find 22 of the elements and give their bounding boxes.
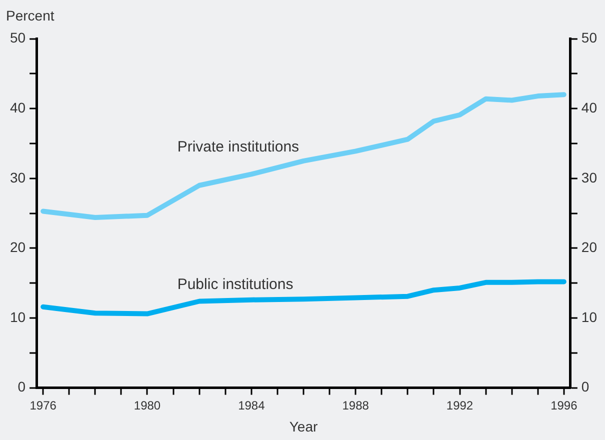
y-axis-title: Percent (6, 7, 54, 24)
y2-tick-label: 20 (581, 239, 598, 256)
x-tick-label: 1984 (238, 398, 266, 412)
x-tick-label: 1988 (342, 398, 370, 412)
x-axis-title: Year (289, 418, 318, 434)
x-tick-label: 1992 (446, 398, 474, 412)
y-tick-label: 20 (10, 239, 26, 256)
y2-tick-label: 40 (581, 99, 598, 116)
y2-tick-label: 10 (581, 308, 598, 325)
series-label: Private institutions (177, 138, 300, 156)
x-tick-label: 1980 (134, 398, 161, 412)
y2-tick-label: 50 (581, 30, 598, 46)
y-tick-label: 50 (10, 30, 26, 46)
y2-tick-label: 30 (581, 169, 598, 186)
series-label: Public institutions (177, 276, 294, 293)
y-tick-label: 30 (10, 169, 26, 186)
y-tick-label: 10 (10, 308, 26, 325)
x-tick-label: 1996 (550, 398, 578, 412)
y-tick-label: 0 (18, 378, 26, 395)
y-tick-label: 40 (10, 99, 26, 116)
x-tick-label: 1976 (30, 398, 57, 412)
y2-tick-label: 0 (581, 378, 590, 395)
